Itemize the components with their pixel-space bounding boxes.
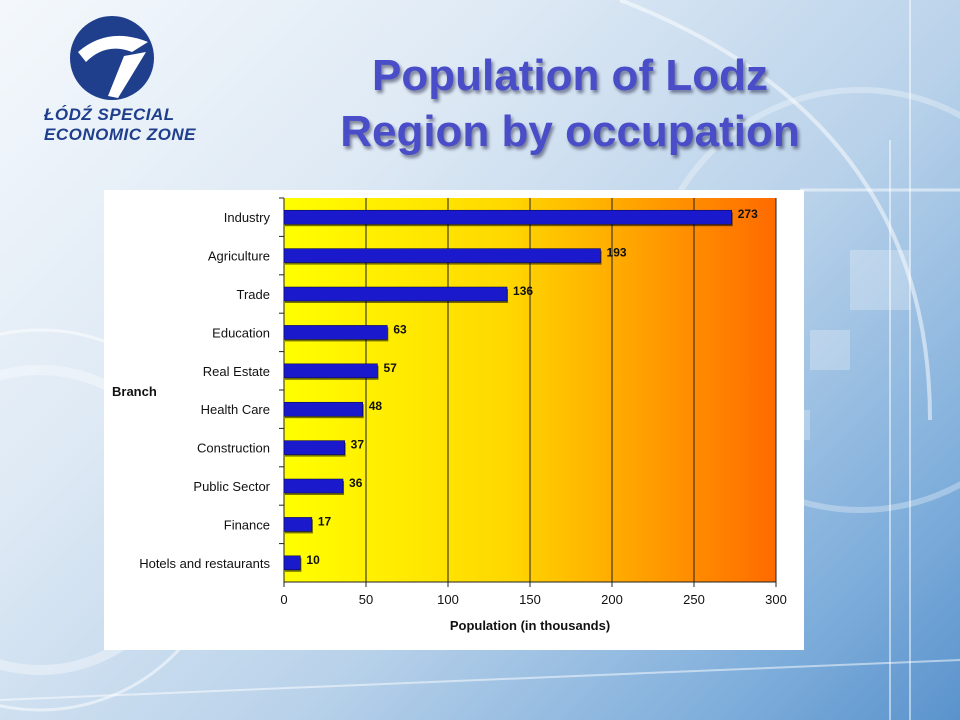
- data-label: 193: [607, 246, 627, 260]
- bar: [283, 440, 345, 455]
- data-label: 36: [349, 476, 363, 490]
- data-label: 17: [318, 514, 332, 528]
- category-label: Real Estate: [203, 364, 270, 379]
- bar-chart: 0 50 100 150 200 250 300 Industry 273 Agriculture…: [112, 197, 787, 633]
- data-label: 136: [513, 284, 533, 298]
- bar: [283, 209, 732, 225]
- y-axis-title: Branch: [112, 384, 157, 399]
- category-label: Health Care: [201, 402, 270, 417]
- bar: [283, 363, 378, 379]
- category-label: Agriculture: [208, 249, 270, 264]
- bar: [283, 555, 301, 571]
- category-label: Construction: [197, 441, 270, 456]
- slide-title: Population of Lodz Region by occupation: [290, 48, 850, 160]
- x-tick-label: 200: [601, 592, 623, 607]
- x-tick-label: 250: [683, 592, 705, 607]
- x-tick-label: 100: [437, 592, 459, 607]
- category-label: Hotels and restaurants: [139, 556, 270, 571]
- x-tick-label: 300: [765, 592, 787, 607]
- logo-line-1: ŁÓDŹ SPECIAL: [44, 105, 175, 124]
- bar: [283, 517, 313, 532]
- bar: [283, 286, 508, 302]
- bar: [283, 325, 388, 340]
- x-tick-label: 0: [280, 592, 287, 607]
- data-label: 273: [738, 207, 758, 221]
- data-label: 63: [393, 322, 407, 336]
- lodz-sez-logo: ŁÓDŹ SPECIAL ECONOMIC ZONE: [20, 12, 205, 152]
- x-tick-label: 150: [519, 592, 541, 607]
- bar: [283, 401, 363, 417]
- x-axis-title: Population (in thousands): [450, 618, 610, 633]
- category-label: Industry: [224, 210, 271, 225]
- data-label: 37: [351, 438, 365, 452]
- category-label: Trade: [237, 287, 270, 302]
- data-label: 48: [369, 399, 383, 413]
- logo-line-2: ECONOMIC ZONE: [44, 125, 196, 144]
- data-label: 57: [383, 361, 397, 375]
- bar: [283, 478, 344, 494]
- category-label: Education: [212, 325, 270, 340]
- category-label: Public Sector: [193, 479, 270, 494]
- logo-emblem-icon: [70, 16, 154, 100]
- bar: [283, 248, 601, 263]
- x-tick-label: 50: [359, 592, 373, 607]
- slide-title-line-2: Region by occupation: [340, 107, 800, 156]
- slide-title-line-1: Population of Lodz: [372, 51, 768, 100]
- category-label: Finance: [224, 517, 270, 532]
- data-label: 10: [306, 553, 320, 567]
